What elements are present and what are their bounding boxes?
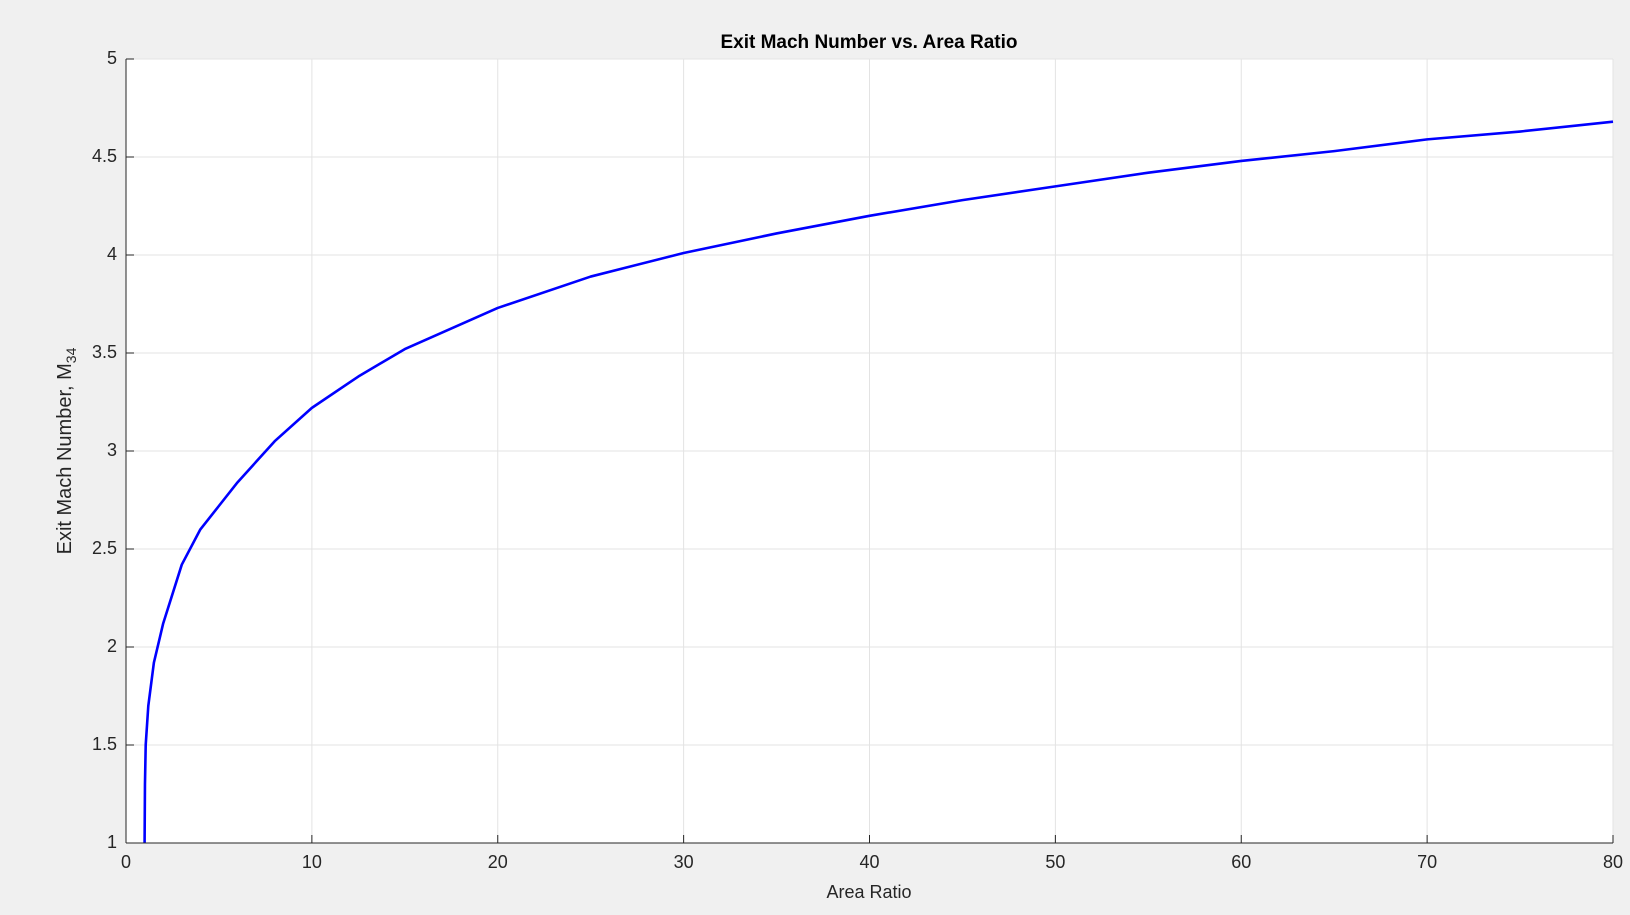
y-tick-label: 5 [107,48,117,68]
y-tick-label: 2 [107,636,117,656]
x-tick-label: 70 [1417,852,1437,872]
x-tick-label: 0 [121,852,131,872]
line-series [143,120,1614,844]
x-axis-label: Area Ratio [826,882,911,902]
x-tick-label: 20 [488,852,508,872]
marks [143,120,1614,844]
y-axis-label-text: Exit Mach Number, M [54,363,76,554]
x-tick-label: 80 [1603,852,1623,872]
y-tick-label: 1 [107,832,117,852]
x-tick-label: 40 [859,852,879,872]
y-tick-label: 1.5 [92,734,117,754]
x-tick-label: 60 [1231,852,1251,872]
axes: 0 10 20 30 40 50 60 70 80 1 1.5 2 2.5 3 3.5 4 4.5 5 [92,48,1623,872]
x-tick-label: 10 [302,852,322,872]
y-tick-label: 4.5 [92,146,117,166]
y-axis-label-subscript: 34 [63,347,79,363]
x-tick-label: 50 [1045,852,1065,872]
y-axis-label: Exit Mach Number, M34 [54,347,78,554]
y-tick-label: 4 [107,244,117,264]
chart-title: Exit Mach Number vs. Area Ratio [720,32,1017,53]
y-tick-label: 3 [107,440,117,460]
x-tick-label: 30 [674,852,694,872]
y-tick-label: 3.5 [92,342,117,362]
y-tick-label: 2.5 [92,538,117,558]
